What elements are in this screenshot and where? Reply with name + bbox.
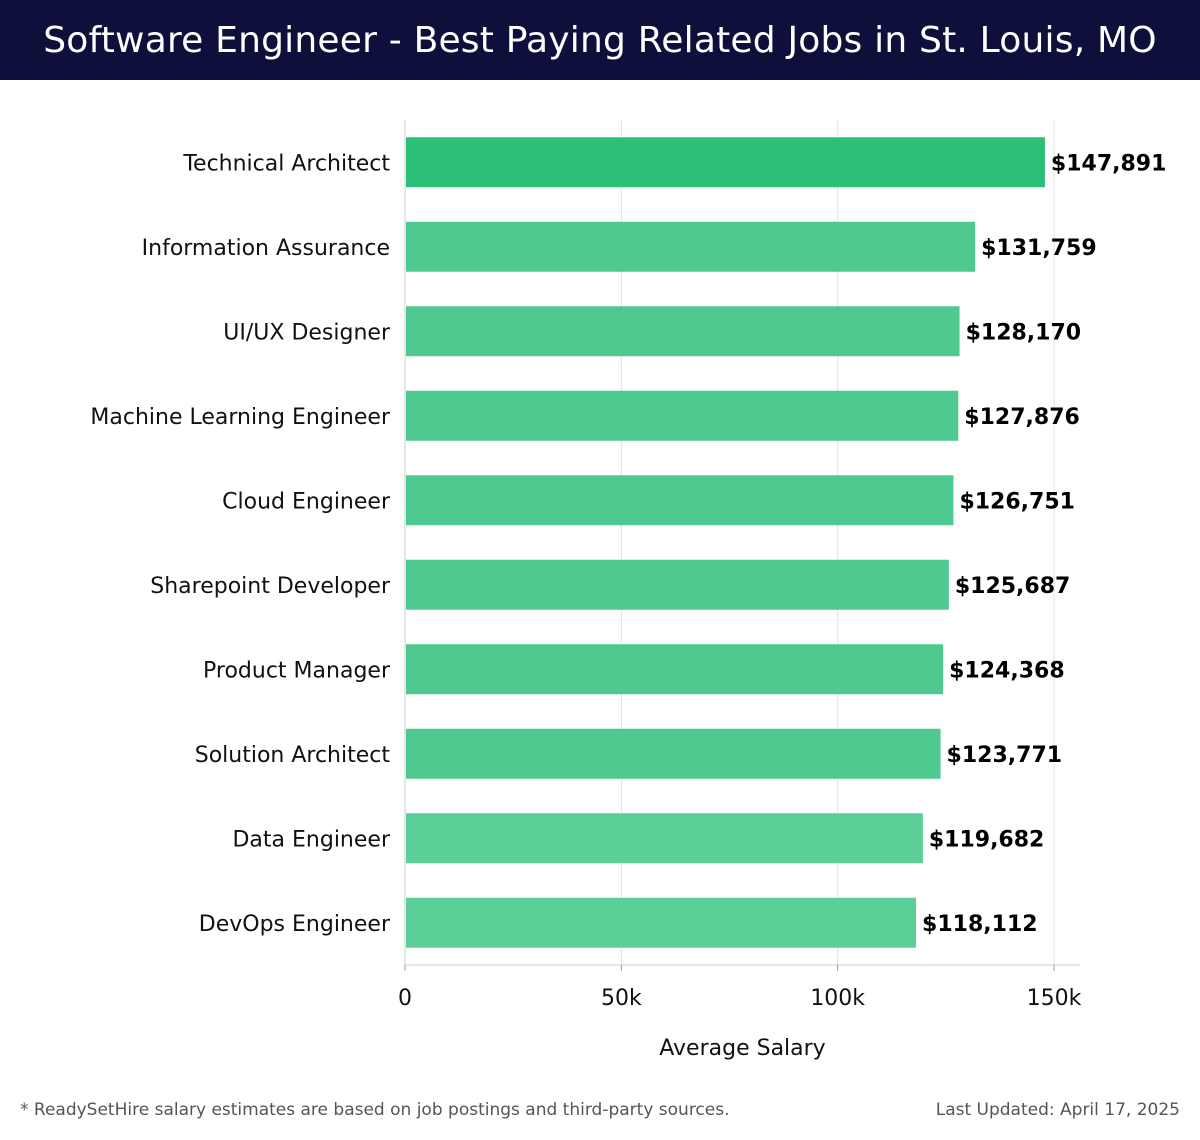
value-label-6: $124,368 bbox=[949, 658, 1065, 683]
category-label-0: Technical Architect bbox=[182, 151, 390, 176]
category-label-8: Data Engineer bbox=[232, 827, 390, 852]
chart-title: Software Engineer - Best Paying Related … bbox=[43, 19, 1157, 61]
category-label-1: Information Assurance bbox=[142, 236, 390, 261]
value-label-3: $127,876 bbox=[964, 405, 1080, 430]
value-label-8: $119,682 bbox=[929, 827, 1045, 852]
category-label-7: Solution Architect bbox=[195, 743, 391, 768]
bar-7 bbox=[406, 728, 941, 779]
bar-3 bbox=[406, 390, 959, 441]
category-label-4: Cloud Engineer bbox=[222, 489, 391, 514]
value-label-9: $118,112 bbox=[922, 912, 1038, 937]
bar-4 bbox=[406, 475, 954, 526]
chart-header: Software Engineer - Best Paying Related … bbox=[0, 0, 1200, 80]
bar-1 bbox=[406, 221, 976, 272]
value-label-7: $123,771 bbox=[947, 743, 1063, 768]
bar-6 bbox=[406, 644, 944, 695]
x-tick-label-2: 100k bbox=[810, 986, 865, 1011]
last-updated: Last Updated: April 17, 2025 bbox=[935, 1100, 1180, 1120]
salary-bar-chart: Technical Architect $147,891 Information A… bbox=[90, 120, 1167, 1061]
value-label-4: $126,751 bbox=[959, 489, 1075, 514]
bar-5 bbox=[406, 559, 949, 610]
x-tick-label-1: 50k bbox=[601, 986, 642, 1011]
bar-2 bbox=[406, 306, 960, 357]
value-label-1: $131,759 bbox=[981, 236, 1097, 261]
category-label-9: DevOps Engineer bbox=[199, 912, 391, 937]
footer-note: * ReadySetHire salary estimates are base… bbox=[20, 1100, 730, 1120]
bar-8 bbox=[406, 813, 923, 864]
bar-0 bbox=[406, 137, 1045, 188]
category-label-2: UI/UX Designer bbox=[223, 320, 391, 345]
x-tick-label-0: 0 bbox=[398, 986, 412, 1011]
x-axis-title: Average Salary bbox=[659, 1036, 825, 1061]
bar-9 bbox=[406, 897, 917, 948]
value-label-5: $125,687 bbox=[955, 574, 1071, 599]
category-label-3: Machine Learning Engineer bbox=[90, 405, 391, 430]
x-tick-label-3: 150k bbox=[1027, 986, 1082, 1011]
category-label-6: Product Manager bbox=[203, 658, 391, 683]
category-label-5: Sharepoint Developer bbox=[150, 574, 391, 599]
value-label-0: $147,891 bbox=[1051, 151, 1167, 176]
value-label-2: $128,170 bbox=[966, 320, 1082, 345]
